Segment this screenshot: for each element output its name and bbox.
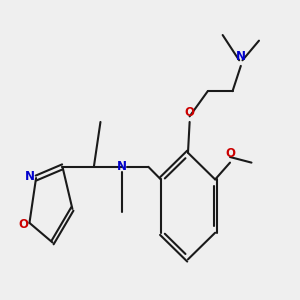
Text: O: O <box>184 106 194 119</box>
Text: N: N <box>117 160 127 173</box>
Text: N: N <box>236 50 246 63</box>
Text: O: O <box>226 147 236 160</box>
Text: N: N <box>25 170 35 183</box>
Text: O: O <box>19 218 28 230</box>
